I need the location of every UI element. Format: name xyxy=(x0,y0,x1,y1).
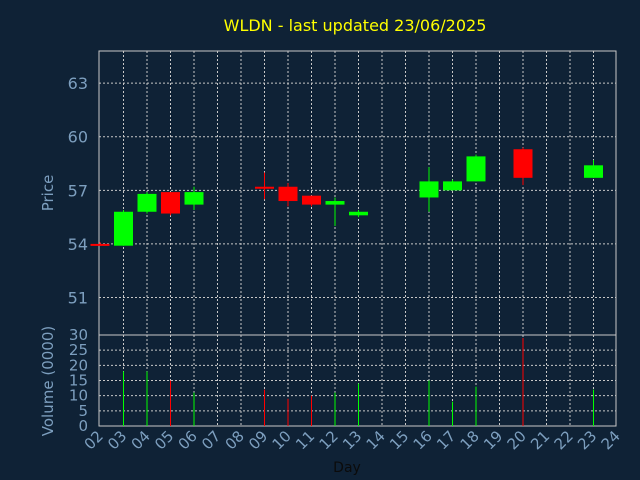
x-tick-label: 17 xyxy=(433,427,459,453)
volume-y-tick-label: 5 xyxy=(78,402,88,420)
candle-04 xyxy=(137,192,157,214)
x-axis-label: Day xyxy=(333,460,361,476)
chart-title: WLDN - last updated 23/06/2025 xyxy=(224,16,487,35)
volume-axis-label: Volume (0000) xyxy=(39,326,57,436)
candle-body xyxy=(302,195,321,205)
price-y-ticks: 51 54 57 60 63 xyxy=(68,74,88,307)
volume-y-tick-label: 25 xyxy=(69,341,88,359)
candle-body xyxy=(419,181,439,198)
price-grid xyxy=(99,51,616,335)
candle-23 xyxy=(584,159,603,178)
price-y-tick-label: 57 xyxy=(68,181,88,200)
candle-09 xyxy=(255,172,274,200)
volume-y-tick-label: 15 xyxy=(69,372,88,390)
volume-grid xyxy=(99,335,616,426)
candle-20 xyxy=(513,147,533,185)
x-tick-label: 03 xyxy=(104,427,130,453)
x-tick-label: 19 xyxy=(480,427,506,453)
x-tick-label: 15 xyxy=(386,427,412,453)
x-tick-label: 16 xyxy=(410,427,436,453)
candle-body xyxy=(466,156,486,182)
candle-11 xyxy=(302,195,321,207)
price-y-tick-label: 63 xyxy=(68,74,88,93)
candle-body xyxy=(90,243,110,246)
volume-y-tick-label: 30 xyxy=(69,326,88,344)
candle-body xyxy=(325,201,345,205)
candle-10 xyxy=(278,183,298,207)
x-tick-label: 10 xyxy=(269,427,295,453)
candle-body xyxy=(443,181,462,191)
price-y-tick-label: 51 xyxy=(68,288,88,307)
volume-y-tick-label: 20 xyxy=(69,356,88,374)
x-tick-labels: 0203040506070809101112131415161718192021… xyxy=(81,427,624,453)
x-tick-label: 12 xyxy=(316,427,342,453)
x-tick-label: 23 xyxy=(574,427,600,453)
x-tick-label: 22 xyxy=(551,427,577,453)
candle-12 xyxy=(325,197,345,227)
volume-y-tick-label: 0 xyxy=(78,417,88,435)
volume-y-tick-label: 10 xyxy=(69,387,88,405)
volume-panel-frame xyxy=(98,334,617,427)
x-tick-label: 05 xyxy=(151,427,177,453)
price-y-tick-label: 54 xyxy=(68,235,88,254)
candle-body xyxy=(349,211,368,216)
candle-06 xyxy=(184,186,204,210)
candle-body xyxy=(184,192,204,205)
price-y-tick-label: 60 xyxy=(68,128,88,147)
candle-body xyxy=(137,193,157,212)
candle-16 xyxy=(419,167,439,212)
x-tick-label: 14 xyxy=(363,427,389,453)
x-tick-label: 20 xyxy=(504,427,530,453)
candle-18 xyxy=(466,154,486,182)
candle-05 xyxy=(161,192,180,216)
candle-body xyxy=(584,165,603,178)
x-tick-label: 04 xyxy=(128,427,154,453)
candle-body xyxy=(278,186,298,202)
volume-bars xyxy=(123,338,594,426)
candles xyxy=(90,147,603,246)
candle-17 xyxy=(443,179,462,191)
x-tick-label: 09 xyxy=(245,427,271,453)
x-tick-label: 18 xyxy=(457,427,483,453)
x-tick-label: 08 xyxy=(222,427,248,453)
candle-body xyxy=(161,192,180,214)
x-tick-label: 11 xyxy=(292,427,318,453)
candle-13 xyxy=(349,209,368,218)
x-tick-label: 06 xyxy=(175,427,201,453)
candle-body xyxy=(513,149,533,178)
x-tick-label: 13 xyxy=(339,427,365,453)
x-tick-label: 24 xyxy=(598,427,624,453)
candle-02 xyxy=(90,242,110,246)
price-axis-label: Price xyxy=(39,175,57,212)
x-tick-label: 07 xyxy=(198,427,224,453)
candle-body xyxy=(114,211,133,246)
x-tick-label: 21 xyxy=(527,427,553,453)
candle-03 xyxy=(114,209,133,246)
candle-body xyxy=(255,186,274,189)
